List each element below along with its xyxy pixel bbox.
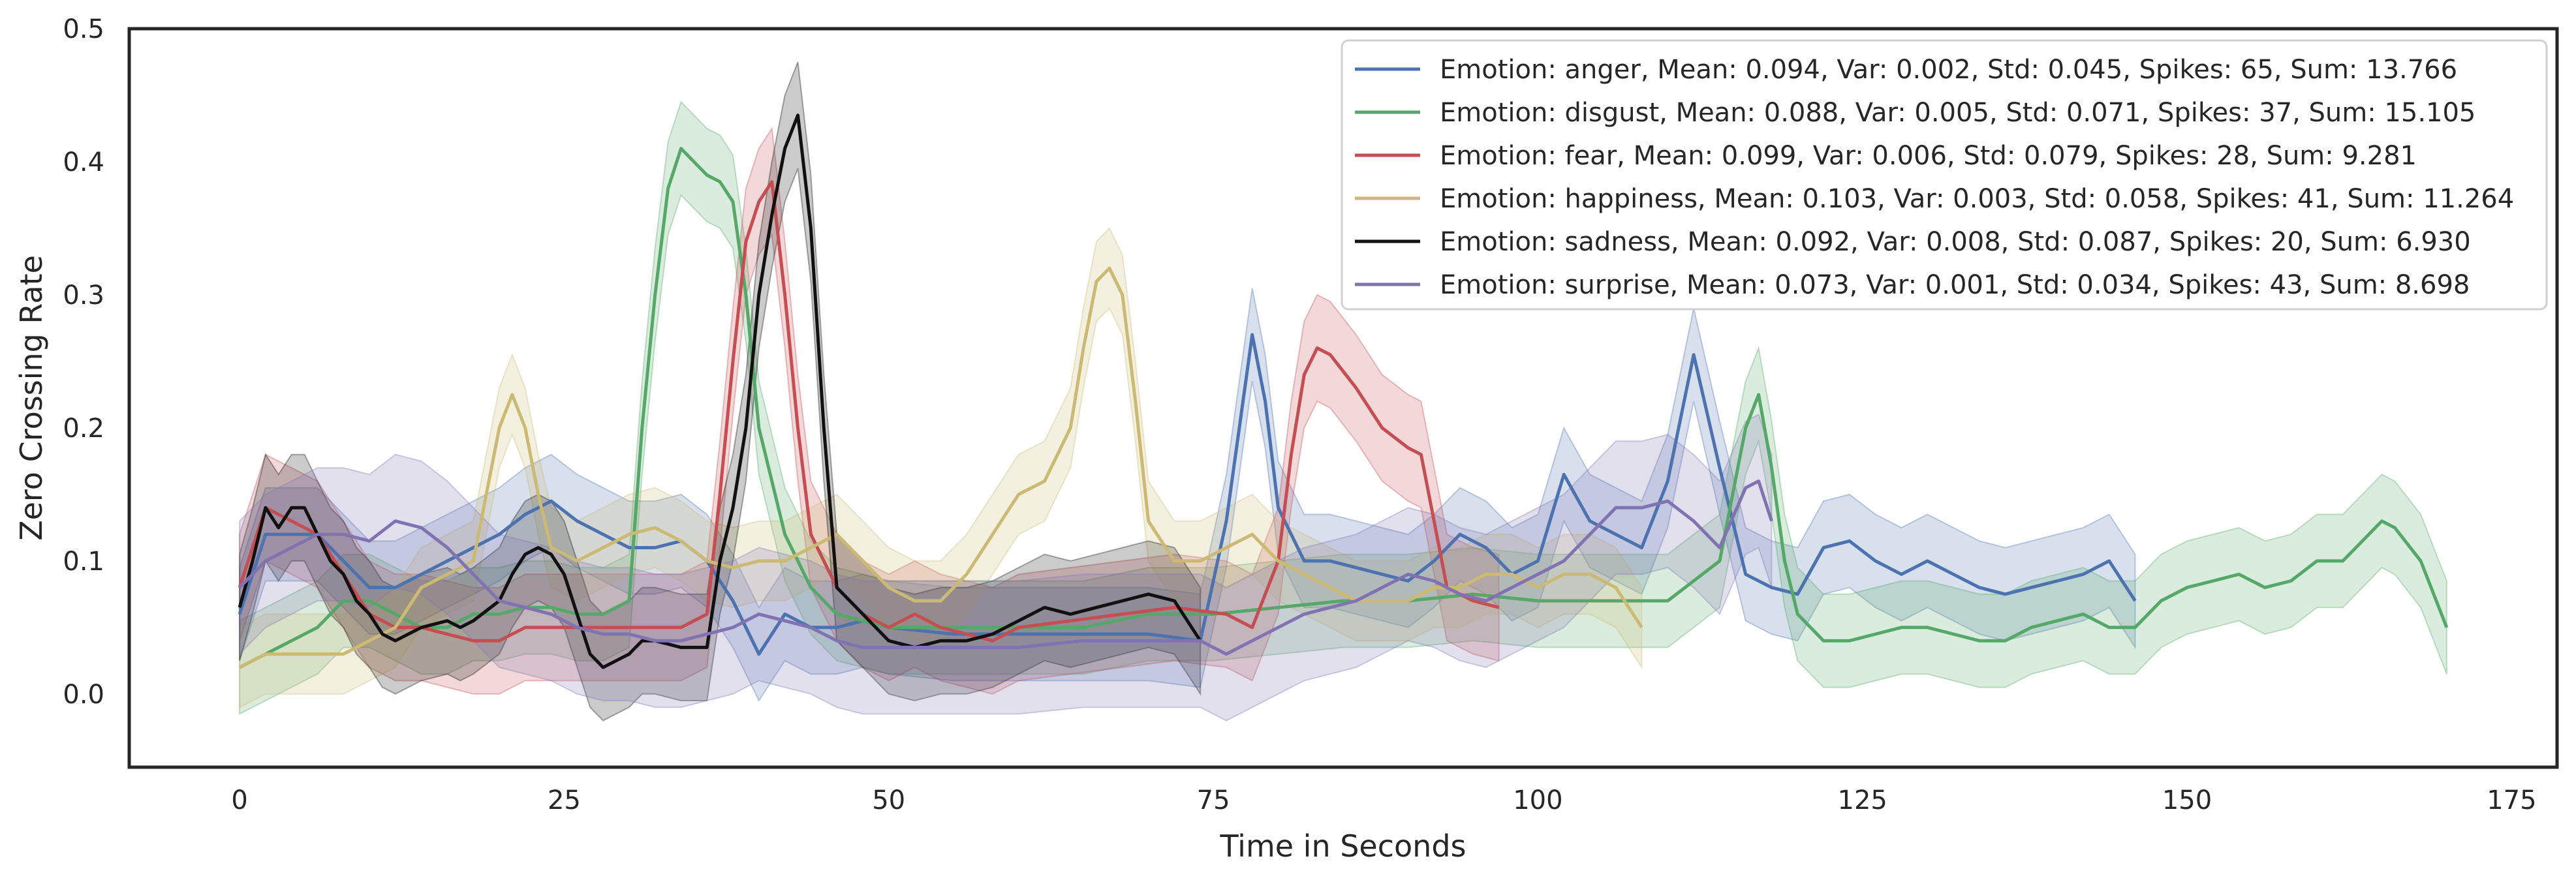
x-tick-label: 75 — [1197, 785, 1230, 815]
x-tick-label: 25 — [548, 785, 581, 815]
legend-entry: Emotion: sadness, Mean: 0.092, Var: 0.00… — [1440, 227, 2471, 257]
x-tick-label: 150 — [2162, 785, 2212, 815]
y-axis-label: Zero Crossing Rate — [14, 255, 49, 541]
legend-entry: Emotion: disgust, Mean: 0.088, Var: 0.00… — [1440, 98, 2475, 128]
series-lines — [238, 114, 2449, 669]
x-axis-ticks: 0 25 50 75 100 125 150 175 — [231, 785, 2536, 815]
y-tick-label: 0.5 — [63, 14, 104, 44]
y-tick-label: 0.2 — [63, 414, 104, 444]
line-disgust — [238, 147, 2449, 669]
legend-entry: Emotion: anger, Mean: 0.094, Var: 0.002,… — [1440, 55, 2457, 85]
line-happiness — [238, 266, 1643, 669]
legend-entry: Emotion: happiness, Mean: 0.103, Var: 0.… — [1440, 184, 2514, 214]
band-happiness — [239, 227, 1643, 708]
legend-entry: Emotion: fear, Mean: 0.099, Var: 0.006, … — [1440, 141, 2417, 171]
y-tick-label: 0.3 — [63, 281, 104, 311]
legend-box — [1341, 39, 2548, 311]
x-axis-label: Time in Seconds — [1219, 829, 1466, 864]
y-tick-label: 0.4 — [63, 147, 104, 177]
x-tick-label: 0 — [231, 785, 247, 815]
x-tick-label: 125 — [1838, 785, 1887, 815]
plot-frame — [127, 27, 2559, 769]
y-tick-label: 0.0 — [63, 680, 104, 710]
line-surprise — [238, 479, 1773, 656]
band-fear — [239, 127, 1500, 695]
y-axis-ticks: 0.0 0.1 0.2 0.3 0.4 0.5 — [63, 14, 104, 710]
y-tick-label: 0.1 — [63, 547, 104, 577]
line-fear — [238, 180, 1500, 643]
line-anger — [238, 333, 2137, 656]
legend-entry: Emotion: surprise, Mean: 0.073, Var: 0.0… — [1440, 270, 2470, 300]
x-tick-label: 50 — [872, 785, 905, 815]
x-tick-label: 175 — [2487, 785, 2536, 815]
x-tick-label: 100 — [1513, 785, 1562, 815]
legend: Emotion: anger, Mean: 0.094, Var: 0.002,… — [1341, 39, 2548, 311]
line-sadness — [238, 114, 1202, 669]
band-disgust — [239, 100, 2447, 716]
